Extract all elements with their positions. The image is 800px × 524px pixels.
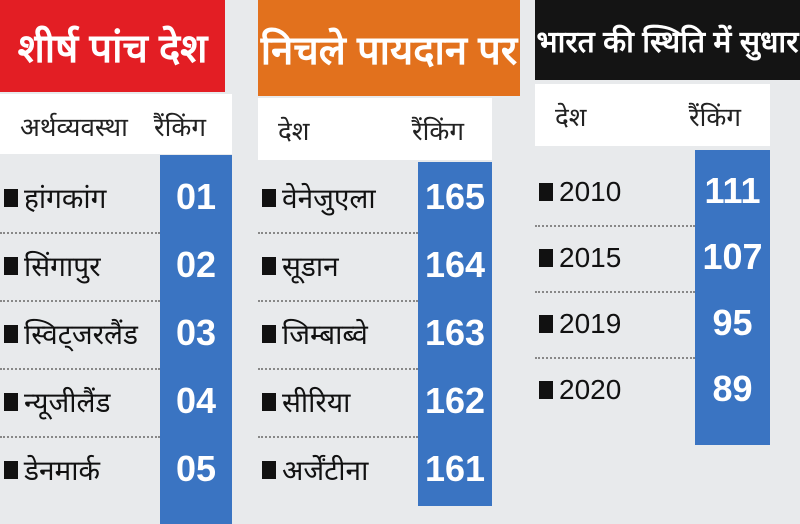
rank-value: 161: [424, 448, 486, 489]
header-cell: देश: [278, 116, 310, 146]
row-separator: [0, 368, 160, 370]
rank-value: 162: [424, 380, 486, 421]
row-label: जिम्बाब्वे: [262, 314, 368, 354]
rank-value: 04: [175, 380, 217, 421]
rank-value: 164: [424, 244, 486, 285]
rank-value: 107: [702, 236, 763, 277]
rank-value: 89: [712, 368, 753, 409]
rank-value: 95: [712, 302, 753, 343]
panel-title: निचले पायदान पर: [258, 0, 520, 96]
header-cell: देश: [555, 102, 587, 132]
rank-value: 165: [424, 176, 486, 217]
row-separator: [0, 436, 160, 438]
header-cell: रैंकिंग: [412, 116, 464, 146]
row-label: 2010: [539, 172, 621, 212]
row-label: 2020: [539, 370, 621, 410]
rank-value: 163: [424, 312, 486, 353]
row-label: 2015: [539, 238, 621, 278]
row-separator: [258, 300, 418, 302]
panel-title: भारत की स्थिति में सुधार: [535, 0, 800, 80]
row-separator: [535, 357, 695, 359]
row-label: सिंगापुर: [4, 246, 101, 286]
row-separator: [258, 368, 418, 370]
row-label: 2019: [539, 304, 621, 344]
rank-value: 05: [175, 448, 217, 489]
header-row: [258, 98, 492, 160]
rank-column: [160, 155, 232, 524]
row-label: स्विट्जरलैंड: [4, 314, 138, 354]
row-separator: [535, 225, 695, 227]
rank-value: 03: [175, 312, 217, 353]
panel-title: शीर्ष पांच देश: [0, 0, 225, 92]
row-label: अर्जेंटीना: [262, 450, 368, 490]
header-cell: अर्थव्यवस्था: [20, 112, 128, 142]
rank-column: [418, 162, 492, 506]
row-separator: [0, 300, 160, 302]
rank-value: 01: [175, 176, 217, 217]
header-row: [0, 94, 232, 154]
row-separator: [258, 436, 418, 438]
row-label: सूडान: [262, 246, 339, 286]
row-label: न्यूजीलैंड: [4, 382, 111, 422]
row-separator: [535, 291, 695, 293]
row-separator: [258, 232, 418, 234]
header-cell: रैंकिंग: [689, 102, 741, 132]
header-cell: रैंकिंग: [154, 112, 206, 142]
row-label: हांगकांग: [4, 178, 106, 218]
rank-value: 02: [175, 244, 217, 285]
row-label: सीरिया: [262, 382, 350, 422]
row-label: डेनमार्क: [4, 450, 100, 490]
rank-column: [695, 150, 770, 445]
row-separator: [0, 232, 160, 234]
header-row: [535, 84, 770, 146]
row-label: वेनेजुएला: [262, 178, 376, 218]
rank-value: 111: [704, 170, 761, 211]
